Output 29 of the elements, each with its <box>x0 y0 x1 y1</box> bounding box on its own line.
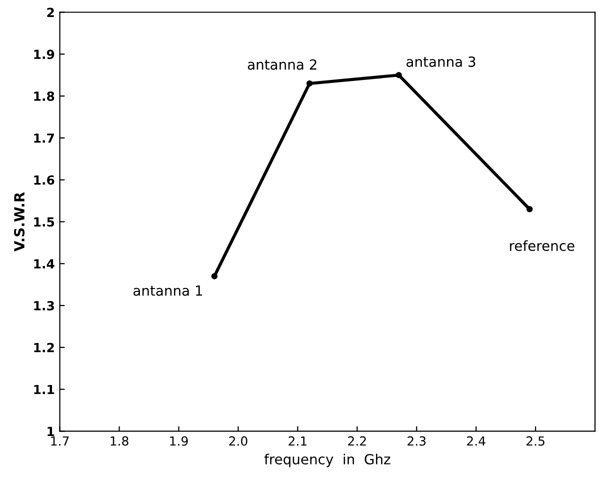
point <box>306 80 313 87</box>
y-tick-label: 1.2 <box>34 342 54 352</box>
x-tick-label: 2.1 <box>288 436 306 446</box>
y-tick-label: 1.3 <box>34 300 54 310</box>
x-tick-label: 1.8 <box>110 436 128 446</box>
x-tick-label: 1.9 <box>170 436 188 446</box>
y-tick-label: 1.5 <box>34 217 54 227</box>
annotation: antanna 1 <box>134 286 202 296</box>
x-tick-label: 2.3 <box>408 436 426 446</box>
y-tick-label: 1.9 <box>34 50 54 60</box>
y-tick-label: 1.8 <box>34 92 54 101</box>
x-tick-label: 2.2 <box>348 436 366 446</box>
y-tick-label: 1.4 <box>34 259 54 268</box>
y-axis-title: V.S.W.R <box>14 192 25 252</box>
x-tick-label: 2.5 <box>526 436 544 446</box>
annotation: antanna 3 <box>406 56 476 67</box>
x-tick-label: 2.0 <box>229 436 248 446</box>
y-tick-label: 1 <box>48 426 54 436</box>
point <box>211 273 218 280</box>
y-tick-label: 1.7 <box>34 134 54 143</box>
point <box>396 72 402 78</box>
x-tick-label: 2.4 <box>467 436 486 446</box>
y-tick-label: 1.1 <box>34 384 54 394</box>
y-tick-label: 2 <box>47 8 54 17</box>
annotation: antanna 2 <box>248 59 316 70</box>
point <box>526 206 533 212</box>
y-tick-label: 1.6 <box>34 175 54 185</box>
x-axis-title: frequency in Ghz <box>264 454 390 468</box>
annotation: reference <box>510 240 574 252</box>
